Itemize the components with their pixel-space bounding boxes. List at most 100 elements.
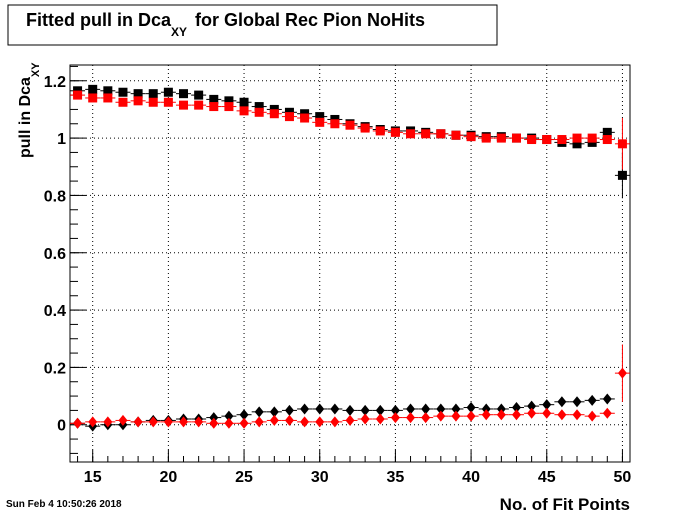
marker bbox=[542, 399, 552, 411]
marker bbox=[587, 133, 597, 143]
y-label-main: pull in Dca bbox=[17, 77, 34, 158]
marker bbox=[179, 89, 189, 99]
marker bbox=[406, 403, 416, 415]
marker bbox=[163, 87, 173, 97]
marker bbox=[148, 97, 158, 107]
marker bbox=[179, 416, 189, 428]
marker bbox=[194, 100, 204, 110]
marker bbox=[118, 87, 128, 97]
marker bbox=[527, 407, 537, 419]
marker bbox=[179, 100, 189, 110]
marker bbox=[73, 90, 83, 100]
marker bbox=[466, 132, 476, 142]
marker bbox=[617, 139, 627, 149]
marker bbox=[103, 416, 113, 428]
marker bbox=[421, 129, 431, 139]
marker bbox=[133, 89, 143, 99]
marker bbox=[88, 93, 98, 103]
marker bbox=[496, 133, 506, 143]
marker bbox=[118, 97, 128, 107]
marker bbox=[511, 409, 521, 421]
marker bbox=[88, 416, 98, 428]
marker bbox=[73, 417, 83, 429]
marker bbox=[572, 139, 582, 149]
marker bbox=[269, 109, 279, 119]
marker bbox=[557, 396, 567, 408]
marker bbox=[163, 416, 173, 428]
marker bbox=[511, 133, 521, 143]
y-tick-label: 0.4 bbox=[44, 303, 66, 320]
marker bbox=[224, 410, 234, 422]
y-label-subscript: XY bbox=[30, 62, 42, 77]
marker bbox=[284, 414, 294, 426]
marker bbox=[572, 133, 582, 143]
marker bbox=[209, 94, 219, 104]
marker bbox=[345, 414, 355, 426]
marker bbox=[133, 96, 143, 106]
marker bbox=[421, 412, 431, 424]
y-tick-label: 0.8 bbox=[44, 188, 66, 205]
marker bbox=[557, 135, 567, 145]
marker bbox=[360, 413, 370, 425]
marker bbox=[300, 403, 310, 415]
marker bbox=[300, 113, 310, 123]
marker bbox=[224, 96, 234, 106]
marker bbox=[390, 412, 400, 424]
y-tick-label: 0.6 bbox=[44, 246, 66, 263]
x-tick-label: 20 bbox=[159, 469, 177, 486]
marker bbox=[209, 412, 219, 424]
marker bbox=[103, 86, 113, 96]
marker bbox=[269, 414, 279, 426]
marker bbox=[602, 135, 612, 145]
marker bbox=[451, 410, 461, 422]
title-box bbox=[7, 4, 498, 46]
marker bbox=[239, 417, 249, 429]
marker bbox=[406, 412, 416, 424]
x-tick-label: 35 bbox=[387, 469, 405, 486]
marker bbox=[330, 403, 340, 415]
marker bbox=[254, 107, 264, 117]
marker bbox=[209, 102, 219, 112]
title-main: Fitted pull in Dca bbox=[26, 10, 172, 30]
marker bbox=[451, 130, 461, 140]
marker bbox=[542, 135, 552, 145]
x-tick-label: 30 bbox=[311, 469, 329, 486]
x-tick-label: 50 bbox=[614, 469, 632, 486]
marker bbox=[330, 416, 340, 428]
x-tick-label: 25 bbox=[235, 469, 253, 486]
marker bbox=[330, 119, 340, 129]
marker bbox=[360, 404, 370, 416]
marker bbox=[421, 403, 431, 415]
marker bbox=[542, 407, 552, 419]
marker bbox=[194, 90, 204, 100]
marker bbox=[163, 97, 173, 107]
marker bbox=[390, 127, 400, 137]
marker bbox=[602, 407, 612, 419]
marker bbox=[103, 93, 113, 103]
marker bbox=[496, 409, 506, 421]
marker bbox=[224, 417, 234, 429]
marker bbox=[224, 102, 234, 112]
x-axis-label: No. of Fit Points bbox=[500, 495, 630, 514]
plot-frame bbox=[69, 64, 631, 463]
marker bbox=[375, 404, 385, 416]
marker bbox=[118, 414, 128, 426]
marker bbox=[148, 416, 158, 428]
marker bbox=[194, 416, 204, 428]
marker bbox=[390, 404, 400, 416]
marker bbox=[617, 170, 627, 180]
marker bbox=[315, 117, 325, 127]
marker bbox=[602, 127, 612, 137]
marker bbox=[239, 97, 249, 107]
marker bbox=[527, 135, 537, 145]
marker bbox=[239, 409, 249, 421]
marker bbox=[254, 416, 264, 428]
marker bbox=[481, 409, 491, 421]
marker bbox=[375, 126, 385, 136]
marker bbox=[375, 413, 385, 425]
marker bbox=[315, 416, 325, 428]
marker bbox=[360, 123, 370, 133]
marker bbox=[436, 129, 446, 139]
title-suffix: for Global Rec Pion NoHits bbox=[195, 10, 425, 30]
chart-title: Fitted pull in DcaXY for Global Rec Pion … bbox=[26, 10, 425, 39]
